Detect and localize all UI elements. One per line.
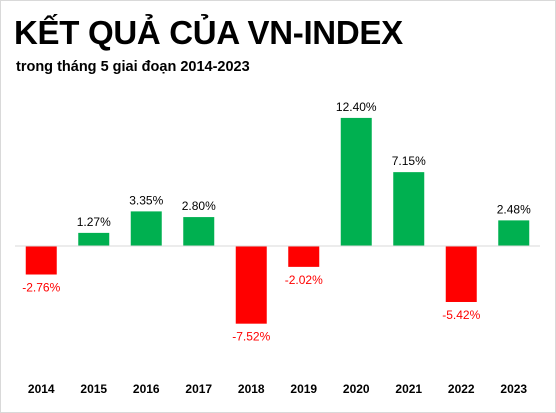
bar-2022 (445, 246, 477, 302)
bar-2019 (288, 246, 320, 267)
bar-2014 (25, 246, 57, 275)
value-label-2017: 2.80% (182, 199, 216, 213)
x-tick-label-2019: 2019 (290, 382, 317, 396)
value-label-2023: 2.48% (497, 202, 531, 216)
bar-2017 (183, 217, 215, 246)
x-tick-label-2020: 2020 (343, 382, 370, 396)
value-label-2021: 7.15% (392, 154, 426, 168)
value-label-2015: 1.27% (77, 215, 111, 229)
chart-subtitle: trong tháng 5 giai đoạn 2014-2023 (16, 59, 250, 75)
value-label-2022: -5.42% (442, 308, 480, 322)
bars-layer (25, 117, 530, 324)
x-tick-label-2023: 2023 (500, 382, 527, 396)
x-tick-label-2016: 2016 (133, 382, 160, 396)
x-tick-label-2014: 2014 (28, 382, 55, 396)
value-label-2019: -2.02% (285, 273, 323, 287)
x-tick-label-2021: 2021 (395, 382, 422, 396)
value-label-2014: -2.76% (22, 281, 60, 295)
bar-2015 (78, 232, 110, 246)
x-tick-label-2017: 2017 (185, 382, 212, 396)
bar-2016 (130, 211, 162, 246)
bar-2018 (235, 246, 267, 324)
chart-title: KẾT QUẢ CỦA VN-INDEX (14, 14, 403, 51)
x-tick-label-2015: 2015 (80, 382, 107, 396)
value-label-2020: 12.40% (336, 100, 377, 114)
bar-2020 (340, 117, 372, 246)
bar-2023 (498, 220, 530, 246)
value-labels-layer: -2.76% 1.27% 3.35% 2.80% -7.52% -2.02% 12.40% 7… (22, 100, 531, 344)
category-axis: 2014 2015 2016 2017 2018 2019 2020 2021 2022 2023 (28, 382, 528, 396)
x-tick-label-2022: 2022 (448, 382, 475, 396)
value-label-2018: -7.52% (232, 330, 270, 344)
bar-2021 (393, 172, 425, 246)
value-label-2016: 3.35% (129, 193, 163, 207)
x-tick-label-2018: 2018 (238, 382, 265, 396)
